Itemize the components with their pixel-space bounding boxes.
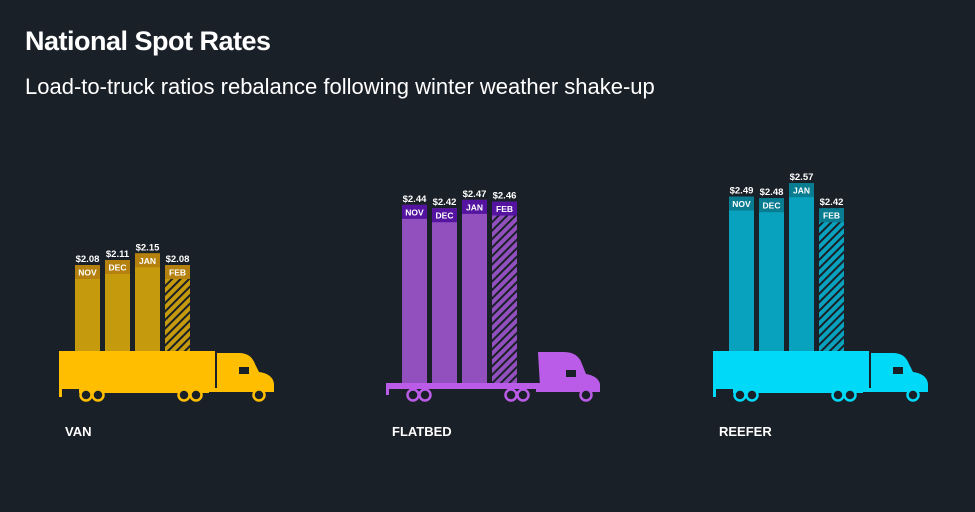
month-band (432, 208, 457, 223)
bar-nov (402, 204, 427, 388)
value-label: $2.57 (790, 172, 814, 183)
value-label: $2.44 (403, 194, 427, 205)
month-label: DEC (436, 211, 454, 221)
value-label: $2.48 (760, 187, 784, 198)
page-subtitle: Load-to-truck ratios rebalance following… (25, 74, 655, 99)
wheel-icon (843, 388, 857, 402)
value-label: $2.46 (493, 191, 517, 202)
month-band (402, 204, 427, 219)
value-label: $2.49 (730, 186, 754, 197)
wheel-icon (406, 388, 420, 402)
month-band (492, 201, 517, 216)
page-title: National Spot Rates (25, 26, 271, 56)
wheel-icon (906, 388, 920, 402)
value-label: $2.11 (106, 249, 130, 260)
month-label: NOV (78, 268, 97, 278)
wheel-icon (91, 388, 105, 402)
category-label-reefer: REEFER (719, 424, 772, 439)
month-label: FEB (169, 268, 186, 278)
value-label: $2.42 (820, 197, 844, 208)
month-label: JAN (139, 256, 156, 266)
bar-feb (492, 201, 517, 388)
wheel-icon (579, 388, 593, 402)
month-band (729, 196, 754, 211)
dry-van-truck-icon (59, 351, 274, 402)
wheel-icon (177, 388, 191, 402)
month-label: NOV (405, 207, 424, 217)
wheel-icon (252, 388, 266, 402)
month-band (462, 199, 487, 214)
reefer-truck-icon (713, 351, 928, 402)
month-band (759, 198, 784, 213)
flatbed-truck-icon (386, 352, 600, 402)
group-reefer: NOV $2.49 DEC $2.48 JAN $2.57 FEB $2.42 (713, 172, 928, 402)
wheel-icon (733, 388, 747, 402)
month-label: DEC (109, 262, 127, 272)
month-band (165, 265, 190, 279)
bar-jan (462, 199, 487, 388)
month-band (75, 265, 100, 279)
wheel-icon (189, 388, 203, 402)
wheel-icon (516, 388, 530, 402)
value-label: $2.47 (463, 189, 487, 200)
value-label: $2.08 (166, 254, 190, 265)
month-label: FEB (823, 211, 840, 221)
month-label: DEC (763, 201, 781, 211)
value-label: $2.08 (76, 254, 100, 265)
month-label: FEB (496, 204, 513, 214)
group-van: NOV $2.08 DEC $2.11 JAN $2.15 FEB $2.08 (59, 242, 274, 402)
wheel-icon (745, 388, 759, 402)
wheel-icon (79, 388, 93, 402)
month-band (105, 259, 130, 274)
value-label: $2.15 (136, 242, 160, 253)
wheel-icon (831, 388, 845, 402)
wheel-icon (504, 388, 518, 402)
bar-dec (432, 208, 457, 388)
group-flatbed: NOV $2.44 DEC $2.42 JAN $2.47 FEB $2.46 (386, 189, 600, 402)
category-label-flatbed: FLATBED (392, 424, 452, 439)
month-label: JAN (793, 186, 810, 196)
category-label-van: VAN (65, 424, 92, 439)
month-band (135, 253, 160, 268)
month-label: JAN (466, 202, 483, 212)
month-band (819, 208, 844, 223)
month-band (789, 183, 814, 198)
wheel-icon (418, 388, 432, 402)
month-label: NOV (732, 199, 751, 209)
value-label: $2.42 (433, 197, 457, 208)
